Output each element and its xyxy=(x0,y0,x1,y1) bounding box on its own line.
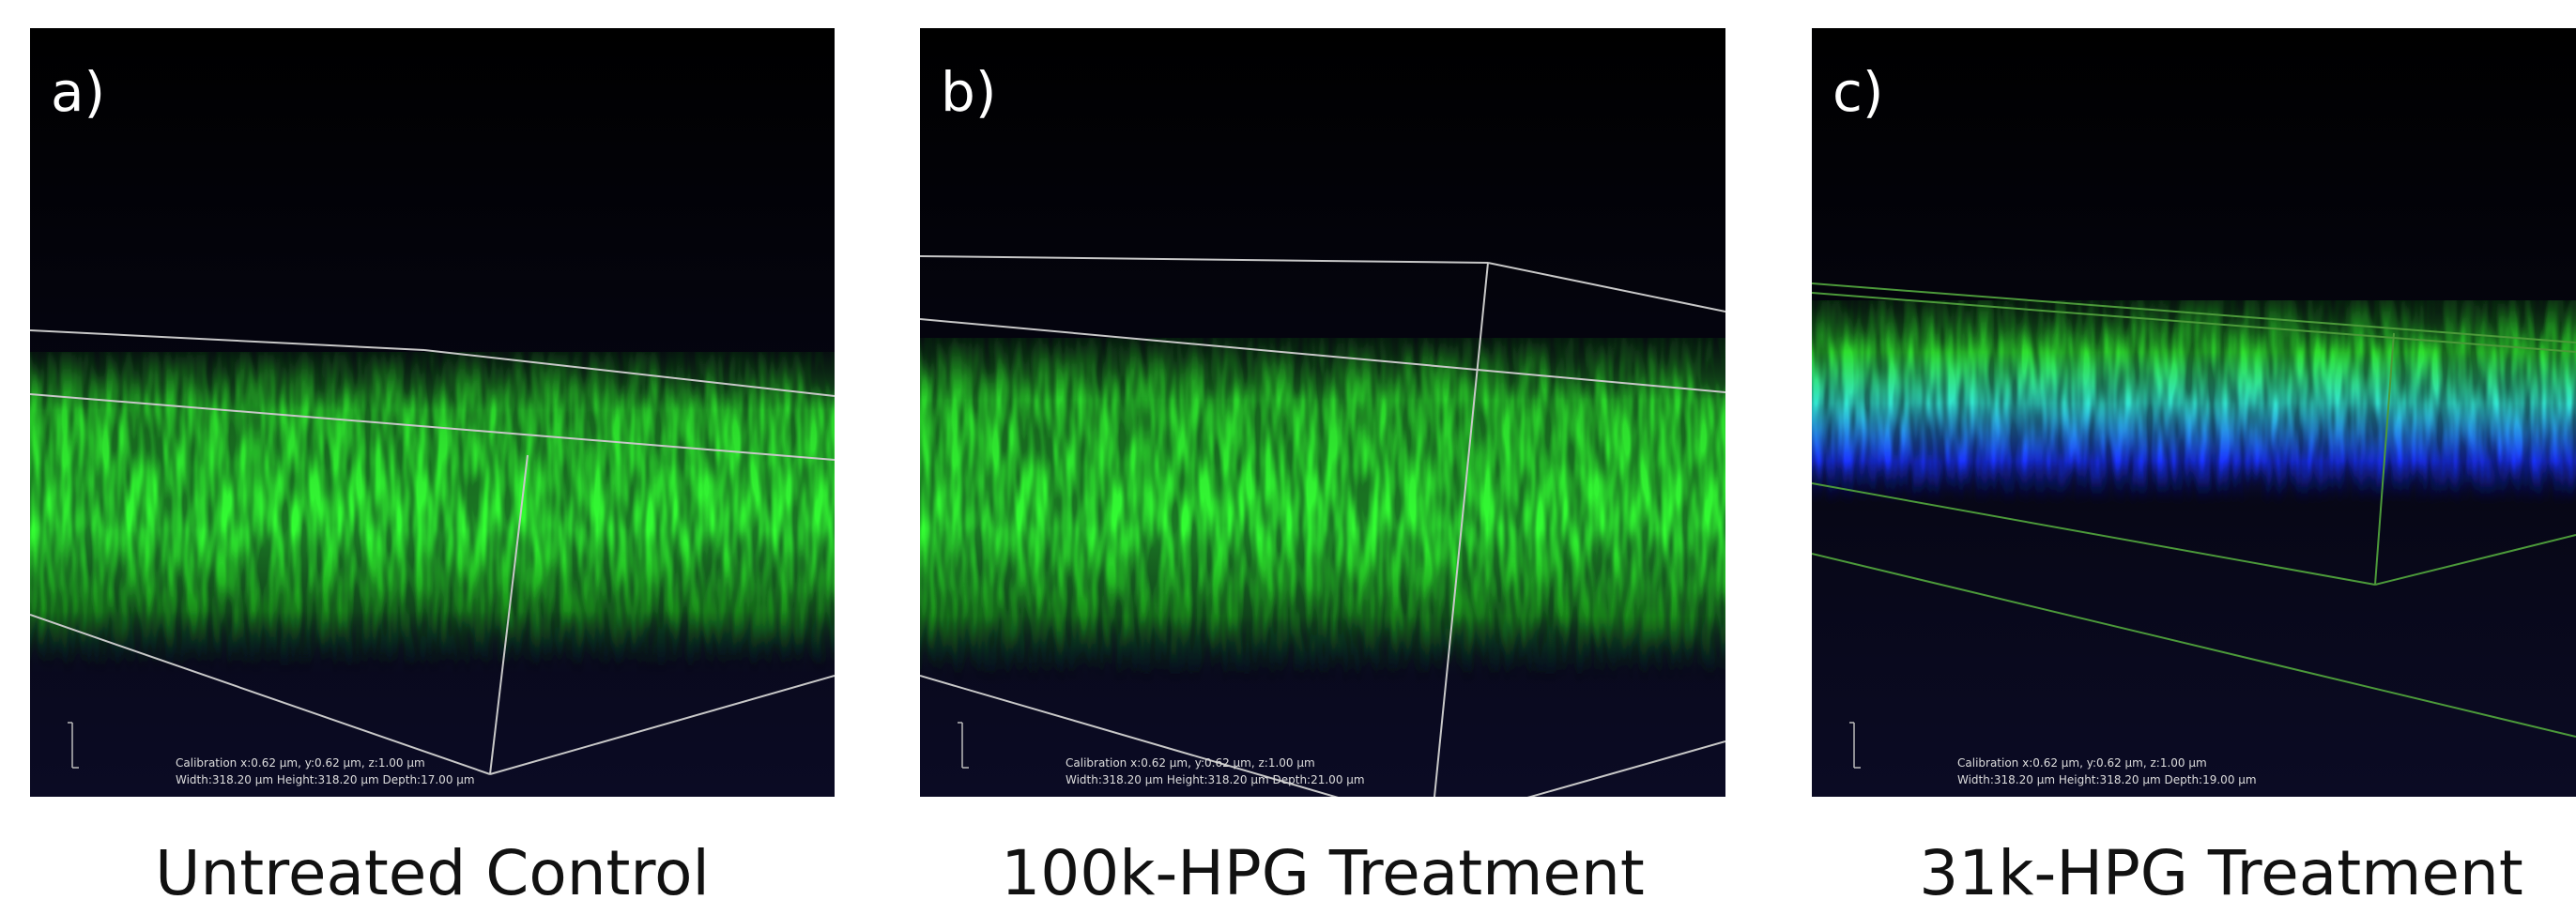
axis-indicator xyxy=(958,722,969,769)
image xyxy=(30,28,835,797)
bounding-box-line xyxy=(1487,262,1725,313)
bounding-box-line xyxy=(1812,553,2576,738)
axis-indicator xyxy=(68,722,79,769)
panel-label: c) xyxy=(1832,60,1884,124)
biofilm xyxy=(1812,300,2576,507)
calibration-text: Width:318.20 µm Height:318.20 µm Depth:1… xyxy=(1957,773,2257,786)
panel: a) Calibration x:0.62 µm, y:0.62 µm, z:1.… xyxy=(30,28,835,797)
bounding-box-line xyxy=(1434,262,1489,797)
calibration-text: Calibration x:0.62 µm, y:0.62 µm, z:1.00… xyxy=(1957,756,2207,770)
bounding-box-line xyxy=(489,675,835,775)
panel-caption: Untreated Control xyxy=(155,837,710,909)
axis-indicator xyxy=(1849,722,1861,769)
bounding-box-line xyxy=(489,454,529,775)
calibration-text: Calibration x:0.62 µm, y:0.62 µm, z:1.00… xyxy=(176,756,425,770)
panel-caption: 100k-HPG Treatment xyxy=(1001,837,1644,909)
biofilm xyxy=(30,352,835,676)
bounding-box-line xyxy=(1526,740,1725,797)
calibration-text: Calibration x:0.62 µm, y:0.62 µm, z:1.00… xyxy=(1066,756,1315,770)
bounding-box-line xyxy=(920,318,1725,393)
calibration-text: Width:318.20 µm Height:318.20 µm Depth:2… xyxy=(1066,773,1365,786)
image xyxy=(920,28,1725,797)
bounding-box-line xyxy=(1812,282,2576,343)
bounding-box-line xyxy=(30,329,425,351)
panel: b) Calibration x:0.62 µm, y:0.62 µm, z:1.… xyxy=(920,28,1725,797)
panel-label: b) xyxy=(941,60,996,124)
bounding-box-line xyxy=(30,614,491,775)
biofilm xyxy=(920,338,1725,685)
calibration-text: Width:318.20 µm Height:318.20 µm Depth:1… xyxy=(176,773,475,786)
image xyxy=(1812,28,2576,797)
bounding-box-line xyxy=(1812,482,2376,586)
panel: c) Calibration x:0.62 µm, y:0.62 µm, z:1.… xyxy=(1812,28,2576,797)
bounding-box-line xyxy=(920,255,1489,264)
bounding-box-line xyxy=(920,675,1339,797)
bounding-box-line xyxy=(30,393,835,461)
bounding-box-line xyxy=(2374,534,2576,586)
panel-caption: 31k-HPG Treatment xyxy=(1919,837,2522,909)
bounding-box-line xyxy=(1812,292,2576,353)
bounding-box-line xyxy=(423,349,835,397)
panel-label: a) xyxy=(51,60,105,124)
bounding-box-line xyxy=(2374,332,2395,586)
